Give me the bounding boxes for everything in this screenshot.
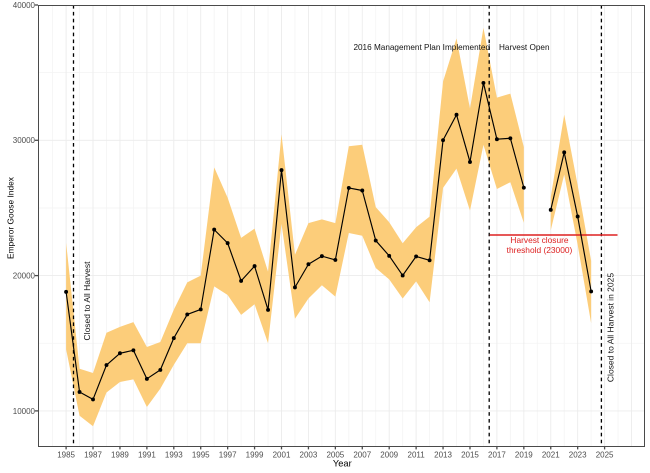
svg-text:2017: 2017 xyxy=(488,450,506,459)
svg-text:1987: 1987 xyxy=(84,450,102,459)
svg-text:1989: 1989 xyxy=(111,450,129,459)
svg-text:1995: 1995 xyxy=(192,450,210,459)
svg-text:1997: 1997 xyxy=(219,450,237,459)
svg-text:10000: 10000 xyxy=(13,407,36,416)
svg-text:2011: 2011 xyxy=(408,450,426,459)
svg-text:1993: 1993 xyxy=(165,450,183,459)
svg-text:Harvest closure: Harvest closure xyxy=(510,235,569,245)
svg-text:1999: 1999 xyxy=(246,450,264,459)
svg-text:2019: 2019 xyxy=(515,450,533,459)
svg-text:2005: 2005 xyxy=(326,450,344,459)
svg-text:2003: 2003 xyxy=(300,450,318,459)
svg-text:2009: 2009 xyxy=(380,450,398,459)
svg-text:2021: 2021 xyxy=(542,450,560,459)
svg-text:Emperor Goose Index: Emperor Goose Index xyxy=(5,176,15,259)
svg-text:40000: 40000 xyxy=(13,1,36,10)
svg-text:Closed to All Harvest in 2025: Closed to All Harvest in 2025 xyxy=(606,273,616,382)
svg-text:Closed to All Harvest: Closed to All Harvest xyxy=(82,261,92,341)
svg-text:2023: 2023 xyxy=(569,450,587,459)
svg-text:1985: 1985 xyxy=(57,450,75,459)
svg-text:Harvest Open: Harvest Open xyxy=(499,43,550,52)
svg-text:2016 Management Plan Implement: 2016 Management Plan Implemented xyxy=(353,43,490,52)
svg-text:Year: Year xyxy=(333,458,352,468)
svg-text:20000: 20000 xyxy=(13,272,36,281)
svg-text:30000: 30000 xyxy=(13,136,36,145)
svg-text:2015: 2015 xyxy=(461,450,479,459)
svg-text:2001: 2001 xyxy=(273,450,291,459)
svg-text:threshold (23000): threshold (23000) xyxy=(507,245,573,255)
svg-text:2007: 2007 xyxy=(353,450,371,459)
svg-text:2013: 2013 xyxy=(434,450,452,459)
svg-text:1991: 1991 xyxy=(138,450,156,459)
svg-text:2025: 2025 xyxy=(596,450,614,459)
